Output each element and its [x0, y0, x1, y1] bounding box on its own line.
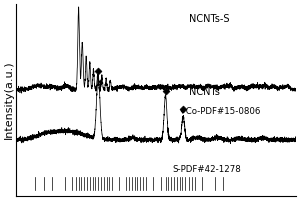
Text: NCNTs-S: NCNTs-S	[189, 15, 230, 24]
Text: NCNTs: NCNTs	[189, 87, 220, 97]
Y-axis label: Intensity(a.u.): Intensity(a.u.)	[4, 61, 14, 139]
Text: ♦Co-PDF#15-0806: ♦Co-PDF#15-0806	[178, 107, 260, 116]
Text: S-PDF#42-1278: S-PDF#42-1278	[172, 165, 241, 174]
